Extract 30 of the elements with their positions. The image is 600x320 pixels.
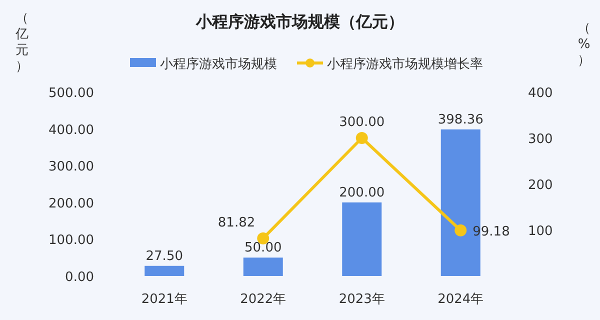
y2-tick-label: 100 [528, 224, 553, 239]
bar [243, 258, 283, 276]
x-tick-label: 2024年 [438, 292, 484, 307]
y-tick-label: 300.00 [48, 160, 94, 175]
y-tick-label: 500.00 [48, 86, 94, 101]
point [356, 132, 368, 144]
legend-label: 小程序游戏市场规模 [160, 56, 277, 72]
y2-tick-label: 400 [528, 86, 553, 101]
y2-tick-label: 200 [528, 178, 553, 193]
y-tick-label: 200.00 [48, 196, 94, 212]
x-tick-label: 2022年 [240, 292, 286, 307]
data-label: 200.00 [339, 185, 385, 200]
bar [144, 266, 184, 276]
bar [342, 202, 382, 276]
data-label: 300.00 [339, 115, 385, 130]
chart-title: 小程序游戏市场规模（亿元） [195, 12, 404, 31]
legend-label: 小程序游戏市场规模增长率 [327, 56, 483, 72]
y-tick-label: 400.00 [48, 122, 94, 138]
data-label: 81.82 [218, 215, 256, 230]
data-label: 398.36 [438, 112, 484, 128]
y-axis-title: （亿元） [14, 11, 28, 74]
data-label: 50.00 [244, 240, 282, 256]
x-tick-label: 2021年 [141, 292, 188, 307]
point [454, 224, 467, 236]
y2-axis-title: （%） [578, 21, 590, 68]
x-tick-label: 2023年 [338, 292, 385, 307]
y-tick-label: 100.00 [48, 233, 94, 248]
y2-tick-label: 300 [528, 132, 553, 147]
y-tick-label: 0.00 [65, 270, 94, 285]
data-label: 27.50 [146, 248, 183, 264]
